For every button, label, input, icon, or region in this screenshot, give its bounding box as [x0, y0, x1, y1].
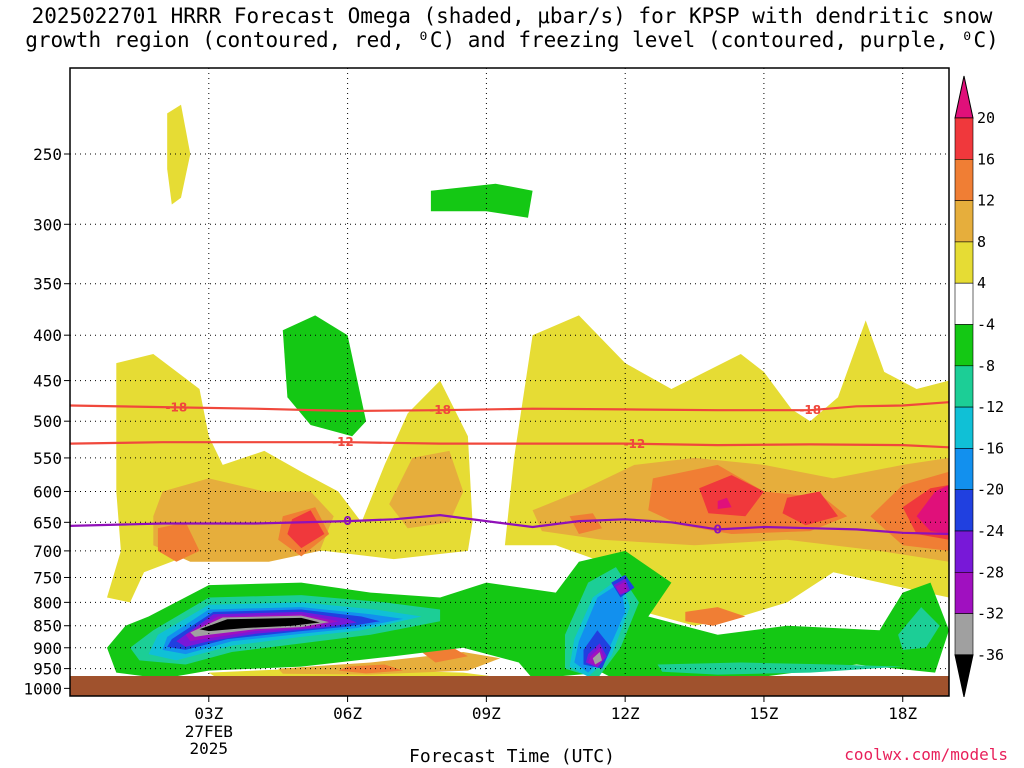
omega-region-13: [685, 607, 746, 626]
x-tick-label: 18Z: [888, 704, 917, 723]
colorbar-label: -28: [977, 563, 1004, 581]
x-tick-label: 15Z: [749, 704, 778, 723]
omega-region-5: [389, 450, 464, 529]
colorbar: 20 16 12 8 4 -4 -8 -12 -16 -20 -24 -28 -32 -36: [954, 75, 1004, 698]
y-axis: 250 300 350 400 450 500 550 600 650 700 750 800 850 9…: [23, 145, 70, 698]
y-tick-label: 600: [33, 482, 62, 501]
x-tick-label: 03Z: [194, 704, 223, 723]
colorbar-label: 20: [977, 109, 995, 127]
x-tick-label: 09Z: [472, 704, 501, 723]
contour-label--18: -18: [166, 400, 188, 414]
x-date-label: 27FEB: [185, 722, 233, 741]
y-tick-label: 500: [33, 412, 62, 431]
contour-label--12: -12: [332, 435, 354, 449]
omega-region-41: [615, 581, 628, 595]
omega-region-16: [287, 510, 325, 549]
omega-region-2: [167, 104, 191, 205]
omega-region-18: [782, 491, 838, 526]
y-tick-label: 550: [33, 449, 62, 468]
colorbar-swatch: [954, 365, 974, 408]
colorbar-label: -24: [977, 522, 1004, 540]
colorbar-label: -20: [977, 481, 1004, 499]
chart-title-line-2: growth region (contoured, red, ⁰C) and f…: [25, 28, 999, 52]
omega-region-21: [916, 485, 949, 534]
contour-label--18: -18: [429, 403, 451, 417]
colorbar-label: -36: [977, 646, 1004, 664]
colorbar-swatch: [954, 571, 974, 614]
colorbar-label: -4: [977, 316, 995, 334]
colorbar-swatch: [954, 489, 974, 532]
colorbar-label: -16: [977, 439, 1004, 457]
omega-region-43: [592, 652, 602, 665]
credit-link[interactable]: coolwx.com/models: [844, 745, 1008, 764]
contour-line--12: [70, 441, 949, 449]
x-axis-title: Forecast Time (UTC): [409, 746, 615, 767]
omega-region-20: [717, 497, 732, 509]
colorbar-label: 12: [977, 192, 995, 210]
x-date-label: 2025: [190, 739, 229, 758]
x-tick-label: 12Z: [611, 704, 640, 723]
contour-label-0: 0: [714, 522, 722, 536]
colorbar-swatch: [954, 200, 974, 243]
y-tick-label: 750: [33, 568, 62, 587]
contour-line-0: [70, 513, 949, 536]
omega-region-44: [199, 617, 320, 632]
omega-region-27: [898, 607, 940, 650]
omega-region-8: [157, 522, 200, 562]
colorbar-top-arrow: [954, 75, 974, 119]
colorbar-swatch: [954, 117, 974, 160]
chart-title: 2025022701 HRRR Forecast Omega (shaded, …: [0, 4, 1024, 52]
colorbar-label: -32: [977, 605, 1004, 623]
contour-label--18: -18: [799, 403, 821, 417]
colorbar-swatch: [954, 406, 974, 449]
omega-region-10: [569, 513, 602, 534]
colorbar-label: -8: [977, 357, 995, 375]
colorbar-swatch: [954, 448, 974, 490]
x-tick-label: 06Z: [333, 704, 362, 723]
colorbar-swatch: [954, 530, 974, 573]
contour-line--18: [70, 401, 949, 413]
ground: [70, 676, 949, 696]
colorbar-swatch: [954, 159, 974, 201]
omega-region-22: [430, 183, 533, 218]
plot-frame: [69, 67, 950, 697]
y-tick-label: 800: [33, 593, 62, 612]
colorbar-bottom-arrow: [954, 654, 974, 698]
y-tick-label: 700: [33, 542, 62, 561]
colorbar-label: -12: [977, 398, 1004, 416]
contours: -18 -18 -18 -12 -12 0 0: [70, 400, 949, 536]
y-tick-label: 250: [33, 145, 62, 164]
y-tick-label: 400: [33, 326, 62, 345]
contour-label-0: 0: [343, 514, 351, 528]
y-tick-label: 300: [33, 215, 62, 234]
colorbar-swatch: [954, 324, 974, 367]
colorbar-swatch: [954, 282, 974, 325]
y-tick-label: 650: [33, 513, 62, 532]
omega-region-23: [282, 315, 367, 437]
colorbar-label: 8: [977, 233, 986, 251]
y-tick-label: 900: [33, 639, 62, 658]
colorbar-swatch: [954, 613, 974, 656]
y-tick-label: 350: [33, 275, 62, 294]
y-tick-label: 1000: [23, 679, 62, 698]
y-tick-label: 950: [33, 660, 62, 679]
colorbar-swatch: [954, 241, 974, 284]
y-tick-label: 450: [33, 372, 62, 391]
omega-region-24: [107, 550, 949, 685]
omega-shading: [107, 104, 949, 685]
chart-title-line-1: 2025022701 HRRR Forecast Omega (shaded, …: [31, 4, 993, 28]
contour-label--12: -12: [624, 437, 646, 451]
colorbar-label: 16: [977, 150, 995, 168]
y-tick-label: 850: [33, 617, 62, 636]
omega-region-17: [699, 475, 764, 517]
colorbar-label: 4: [977, 274, 986, 292]
